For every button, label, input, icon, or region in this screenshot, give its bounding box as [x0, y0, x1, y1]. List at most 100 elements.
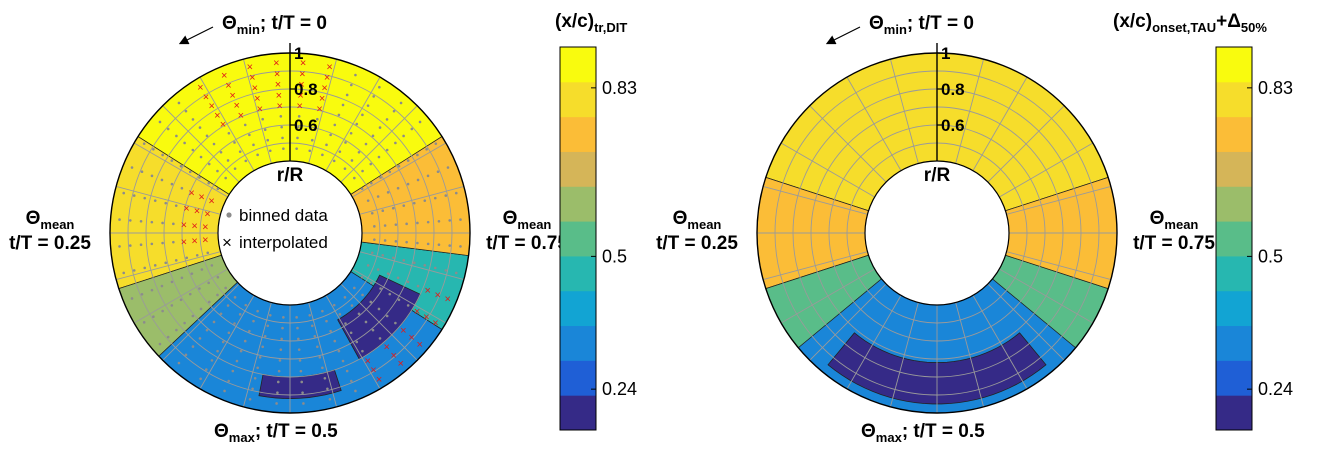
- binned-data-marker: [190, 272, 194, 275]
- grid-spoke: [846, 76, 902, 171]
- binned-data-marker: [158, 120, 162, 124]
- binned-data-marker: [370, 281, 373, 285]
- binned-data-marker: [233, 322, 236, 325]
- binned-data-marker: [370, 211, 374, 215]
- binned-data-marker: [280, 337, 283, 341]
- colorbar-step: [1216, 255, 1252, 292]
- grid-spoke: [889, 302, 919, 407]
- binned-data-marker: [174, 259, 178, 262]
- binned-data-marker: [282, 316, 285, 319]
- binned-data-marker: [333, 339, 337, 343]
- colorbar-step: [560, 47, 596, 83]
- annotation-theta-max-left: Θmax; t/T = 0.5: [214, 421, 338, 445]
- binned-data-marker: [122, 191, 126, 195]
- binned-data-marker: [378, 126, 382, 129]
- interpolated-marker: ×: [188, 187, 194, 199]
- binned-data-marker: [313, 128, 317, 132]
- colorbar-step: [1216, 116, 1252, 152]
- annotation-theta-mean-right-side-right-panel: Θmean: [1150, 208, 1199, 232]
- annotation-theta-mean-left-side: Θmean: [26, 208, 75, 232]
- colorbar-tick-label: 0.5: [602, 246, 627, 266]
- binned-data-marker: [333, 123, 337, 127]
- binned-data-marker: [329, 133, 332, 137]
- binned-data-marker: [244, 159, 248, 163]
- binned-data-marker: [372, 95, 376, 98]
- binned-data-marker: [321, 153, 324, 157]
- interpolated-marker: ×: [435, 289, 441, 301]
- interpolated-marker: ×: [247, 62, 253, 74]
- grid-spoke: [809, 283, 887, 361]
- interpolated-marker: ×: [273, 58, 279, 70]
- binned-data-marker: [185, 256, 189, 260]
- binned-data-marker: [179, 164, 183, 168]
- binned-data-marker: [238, 150, 242, 153]
- binned-data-marker: [200, 268, 204, 271]
- colorbar-ticks-left: 0.83 0.5 0.24: [591, 78, 637, 399]
- binned-data-marker: [199, 377, 202, 381]
- binned-data-marker: [405, 222, 408, 226]
- colorbar-step: [560, 360, 596, 396]
- binned-data-marker: [361, 349, 364, 353]
- interpolated-marker: ×: [391, 350, 397, 362]
- binned-data-marker: [216, 293, 219, 297]
- interpolated-marker: ×: [208, 196, 214, 208]
- binned-data-marker: [350, 304, 354, 307]
- binned-data-marker: [150, 242, 154, 246]
- binned-data-marker: [276, 391, 279, 395]
- binned-data-marker: [364, 142, 368, 146]
- colorbar-step: [1216, 360, 1252, 396]
- binned-data-marker: [281, 136, 284, 140]
- colorbar-tick-label: 0.5: [1258, 246, 1283, 266]
- binned-data-marker: [142, 142, 146, 145]
- binned-data-marker: [261, 345, 264, 349]
- binned-data-marker: [244, 303, 248, 307]
- binned-data-marker: [341, 103, 345, 107]
- interpolated-marker: ×: [220, 119, 226, 131]
- colorbar-step: [1216, 395, 1252, 431]
- colorbar-ticks-right: 0.83 0.5 0.24: [1247, 78, 1293, 399]
- interpolated-marker: ×: [365, 355, 371, 367]
- binned-data-marker: [140, 293, 144, 296]
- binned-data-marker: [437, 243, 441, 247]
- binned-data-marker: [444, 194, 448, 197]
- binned-data-marker: [343, 167, 347, 170]
- grid-spoke: [1006, 251, 1111, 281]
- interpolated-marker: ×: [414, 306, 420, 318]
- binned-data-marker: [263, 334, 267, 338]
- binned-data-marker: [377, 155, 381, 159]
- binned-data-marker: [130, 297, 134, 300]
- grid-spoke: [133, 142, 228, 198]
- radial-ticks-right: 1 0.8 0.6: [937, 44, 965, 135]
- binned-data-marker: [161, 153, 164, 157]
- legend-interpolated-label: interpolated: [239, 233, 328, 252]
- interpolated-marker: ×: [208, 101, 214, 113]
- binned-data-marker: [313, 334, 317, 338]
- binned-data-marker: [256, 309, 259, 313]
- binned-data-marker: [216, 169, 219, 173]
- interpolated-marker: ×: [229, 90, 235, 102]
- binned-data-marker: [279, 348, 283, 351]
- binned-data-marker: [160, 284, 164, 288]
- binned-data-marker: [166, 335, 170, 339]
- interpolated-marker: ×: [276, 101, 282, 113]
- binned-data-marker: [233, 296, 237, 299]
- binned-data-marker: [366, 264, 370, 267]
- binned-data-marker: [433, 196, 437, 200]
- binned-data-marker: [379, 287, 382, 290]
- binned-data-marker: [318, 355, 322, 359]
- binned-data-marker: [354, 73, 357, 77]
- binned-data-marker: [191, 345, 195, 348]
- binned-data-marker: [128, 244, 132, 247]
- binned-data-marker: [179, 298, 183, 302]
- binned-data-marker: [297, 348, 301, 351]
- radial-tick-label: 0.6: [294, 116, 318, 135]
- binned-data-marker: [337, 113, 341, 117]
- binned-data-marker: [297, 125, 300, 129]
- interpolated-marker: ×: [400, 325, 406, 337]
- binned-data-marker: [184, 353, 188, 357]
- binned-data-marker: [158, 342, 162, 346]
- annotation-time-three-quarter-left: t/T = 0.75: [486, 233, 568, 254]
- binned-data-marker: [459, 245, 462, 248]
- binned-data-marker: [433, 266, 437, 270]
- interpolated-marker: ×: [254, 93, 260, 105]
